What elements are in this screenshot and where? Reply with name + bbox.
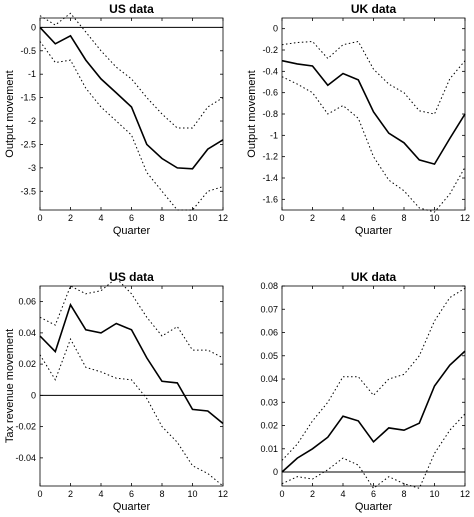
x-tick-label: 10 bbox=[187, 213, 197, 223]
estimate-line bbox=[281, 350, 466, 473]
y-tick-label: 0 bbox=[273, 467, 278, 477]
x-tick-label: 4 bbox=[98, 489, 103, 499]
x-tick-label: 4 bbox=[98, 213, 103, 223]
y-tick-label: 0.04 bbox=[18, 328, 36, 338]
y-tick-label: -2.5 bbox=[20, 139, 36, 149]
y-tick-label: 0.05 bbox=[260, 351, 278, 361]
x-tick-label: 8 bbox=[401, 213, 406, 223]
chart-title: UK data bbox=[351, 270, 397, 284]
y-tick-label: 0.06 bbox=[18, 297, 36, 307]
y-tick-label: -1 bbox=[28, 69, 36, 79]
y-tick-label: -0.2 bbox=[262, 45, 278, 55]
chart-panel: US data 0 2 4 6 8 10 12 0.06 0.04 0.02 0 -0.02 -0.04 Q… bbox=[4, 270, 228, 513]
x-axis-label: Quarter bbox=[355, 225, 393, 237]
y-tick-label: 0.07 bbox=[260, 304, 278, 314]
x-tick-label: 2 bbox=[68, 213, 73, 223]
estimate-line bbox=[39, 302, 224, 425]
confidence-band-lower-line bbox=[39, 337, 224, 487]
x-tick-label: 6 bbox=[371, 213, 376, 223]
chart-title: US data bbox=[109, 270, 154, 284]
x-axis-label: Quarter bbox=[113, 501, 151, 513]
x-tick-label: 0 bbox=[37, 213, 42, 223]
chart-title: UK data bbox=[351, 2, 397, 16]
y-tick-label: 0 bbox=[273, 24, 278, 34]
y-tick-label: -0.8 bbox=[262, 109, 278, 119]
chart-title: US data bbox=[109, 2, 154, 16]
x-tick-label: 0 bbox=[279, 213, 284, 223]
y-tick-label: -1 bbox=[270, 130, 278, 140]
y-tick-label: -1.2 bbox=[262, 152, 278, 162]
x-tick-label: 8 bbox=[159, 213, 164, 223]
x-tick-label: 6 bbox=[129, 213, 134, 223]
y-tick-label: -2 bbox=[28, 116, 36, 126]
confidence-band-lower-line bbox=[281, 76, 466, 213]
y-tick-label: -0.04 bbox=[15, 453, 36, 463]
x-tick-label: 0 bbox=[279, 489, 284, 499]
y-tick-label: 0.04 bbox=[260, 374, 278, 384]
y-tick-label: -3 bbox=[28, 163, 36, 173]
confidence-band-upper-line bbox=[281, 40, 466, 115]
y-tick-label: -0.4 bbox=[262, 66, 278, 76]
y-tick-label: -3.5 bbox=[20, 186, 36, 196]
y-tick-label: -1.5 bbox=[20, 93, 36, 103]
y-tick-label: 0.03 bbox=[260, 397, 278, 407]
chart-panel: UK data 0 2 4 6 8 10 12 0 -0.2 -0.4 -0.6 -0.8 -1 -1.2 -… bbox=[246, 2, 470, 237]
y-tick-label: 0 bbox=[31, 22, 36, 32]
x-tick-label: 4 bbox=[340, 213, 345, 223]
y-tick-label: 0 bbox=[31, 390, 36, 400]
estimate-line bbox=[39, 26, 224, 170]
y-tick-label: -1.4 bbox=[262, 173, 278, 183]
x-tick-label: 10 bbox=[429, 213, 439, 223]
y-tick-label: 0.08 bbox=[260, 281, 278, 291]
y-axis-label: Output movement bbox=[246, 70, 258, 157]
y-tick-label: 0.01 bbox=[260, 444, 278, 454]
y-tick-label: -0.5 bbox=[20, 46, 36, 56]
x-tick-label: 8 bbox=[159, 489, 164, 499]
plot-frame bbox=[281, 17, 466, 211]
y-axis-label: Output movement bbox=[4, 70, 16, 157]
x-tick-label: 10 bbox=[187, 489, 197, 499]
y-tick-label: 0.06 bbox=[260, 328, 278, 338]
y-tick-label: 0.02 bbox=[260, 421, 278, 431]
x-tick-label: 2 bbox=[68, 489, 73, 499]
y-tick-label: -1.6 bbox=[262, 194, 278, 204]
plot-frame bbox=[39, 17, 224, 211]
y-tick-label: 0.02 bbox=[18, 359, 36, 369]
x-tick-label: 12 bbox=[460, 213, 470, 223]
x-tick-label: 6 bbox=[129, 489, 134, 499]
x-tick-label: 8 bbox=[401, 489, 406, 499]
y-tick-label: -0.6 bbox=[262, 88, 278, 98]
x-tick-label: 2 bbox=[310, 213, 315, 223]
confidence-band-upper-line bbox=[281, 287, 466, 461]
estimate-line bbox=[281, 59, 466, 166]
confidence-band-lower-line bbox=[281, 413, 466, 490]
x-tick-label: 6 bbox=[371, 489, 376, 499]
chart-panel: US data 0 2 4 6 8 10 12 0 -0.5 -1 -1.5 -2 -2.5 -3 -3.5 Q… bbox=[4, 2, 228, 237]
x-tick-label: 4 bbox=[340, 489, 345, 499]
x-tick-label: 2 bbox=[310, 489, 315, 499]
confidence-band-upper-line bbox=[39, 12, 224, 129]
x-tick-label: 12 bbox=[218, 489, 228, 499]
chart-panel: UK data 0 2 4 6 8 10 12 0.08 0.07 0.06 0.05 0.04 0.03… bbox=[260, 270, 470, 513]
x-axis-label: Quarter bbox=[113, 225, 151, 237]
y-tick-label: -0.02 bbox=[15, 422, 36, 432]
x-tick-label: 10 bbox=[429, 489, 439, 499]
x-tick-label: 12 bbox=[460, 489, 470, 499]
confidence-band-lower-line bbox=[39, 41, 224, 211]
x-axis-label: Quarter bbox=[355, 501, 393, 513]
x-tick-label: 12 bbox=[218, 213, 228, 223]
x-tick-label: 0 bbox=[37, 489, 42, 499]
y-axis-label: Tax revenue movement bbox=[4, 329, 16, 443]
confidence-band-upper-line bbox=[39, 277, 224, 359]
